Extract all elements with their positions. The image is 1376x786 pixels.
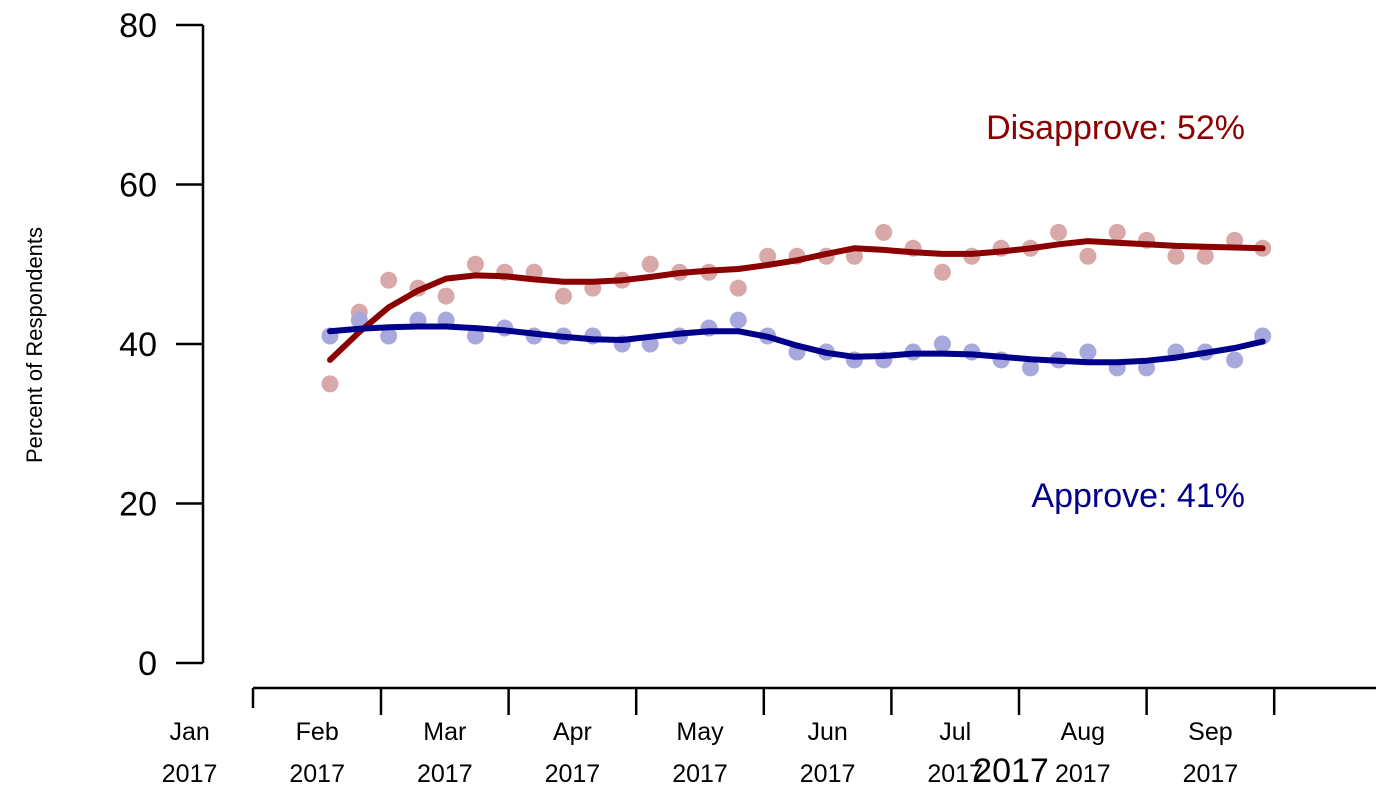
approve-point [1226, 351, 1244, 369]
disapprove-point [554, 287, 572, 305]
x-tick-label-year: 2017 [672, 760, 728, 786]
x-axis-label: 2017 [973, 752, 1049, 786]
approve-annotation: Approve: 41% [1031, 477, 1245, 515]
y-tick-label: 40 [119, 326, 157, 364]
x-tick-label-month: Aug [1061, 718, 1105, 746]
x-tick-label-month: Sep [1188, 718, 1232, 746]
approve-trend-line [327, 323, 1266, 366]
disapprove-trend-line [327, 238, 1266, 363]
x-tick-label-year: 2017 [545, 760, 601, 786]
x-tick-label-year: 2017 [1055, 760, 1111, 786]
approve-point [1021, 359, 1039, 377]
disapprove-point [1050, 223, 1068, 241]
trend-lines [327, 238, 1266, 366]
x-tick-label-month: May [676, 718, 724, 746]
y-tick-label: 60 [119, 167, 157, 205]
approve-point [933, 335, 951, 353]
x-tick-label-month: Feb [296, 718, 339, 746]
disapprove-point [1108, 223, 1126, 241]
disapprove-point [759, 247, 777, 265]
x-tick-label-year: 2017 [1183, 760, 1239, 786]
y-tick-label: 80 [119, 7, 157, 45]
x-axis: Jan 2017 Feb 2017 Mar 2017 Apr 2017 May 2017 Jun 20… [162, 686, 1376, 786]
approve-point [729, 311, 747, 329]
approve-point [1079, 343, 1097, 361]
x-tick-label-month: Apr [553, 718, 592, 746]
disapprove-point [437, 287, 455, 305]
y-tick-label: 20 [119, 486, 157, 524]
y-tick-label: 0 [138, 645, 157, 683]
approve-point [466, 327, 484, 345]
disapprove-point [466, 255, 484, 273]
disapprove-point [1167, 247, 1185, 265]
data-points [321, 223, 1272, 393]
approve-point [350, 311, 368, 329]
disapprove-point [641, 255, 659, 273]
approve-point [380, 327, 398, 345]
x-tick-label-month: Jun [807, 718, 847, 746]
disapprove-point [1079, 247, 1097, 265]
disapprove-point [321, 375, 339, 393]
y-axis: 0 20 40 60 80 [119, 7, 205, 683]
x-tick-label-month: Jan [169, 718, 209, 746]
x-tick-label-year: 2017 [417, 760, 473, 786]
x-tick-label-month: Jul [939, 718, 971, 746]
disapprove-annotation: Disapprove: 52% [986, 109, 1245, 147]
x-tick-label-month: Mar [423, 718, 466, 746]
x-tick-label-year: 2017 [162, 760, 218, 786]
disapprove-point [875, 223, 893, 241]
x-tick-label-year: 2017 [289, 760, 345, 786]
disapprove-point [1196, 247, 1214, 265]
disapprove-point [729, 279, 747, 297]
disapprove-point [380, 271, 398, 289]
x-tick-label-year: 2017 [800, 760, 856, 786]
disapprove-point [933, 263, 951, 281]
x-tick-label-year: 2017 [927, 760, 983, 786]
y-axis-label: Percent of Respondents [22, 227, 47, 463]
